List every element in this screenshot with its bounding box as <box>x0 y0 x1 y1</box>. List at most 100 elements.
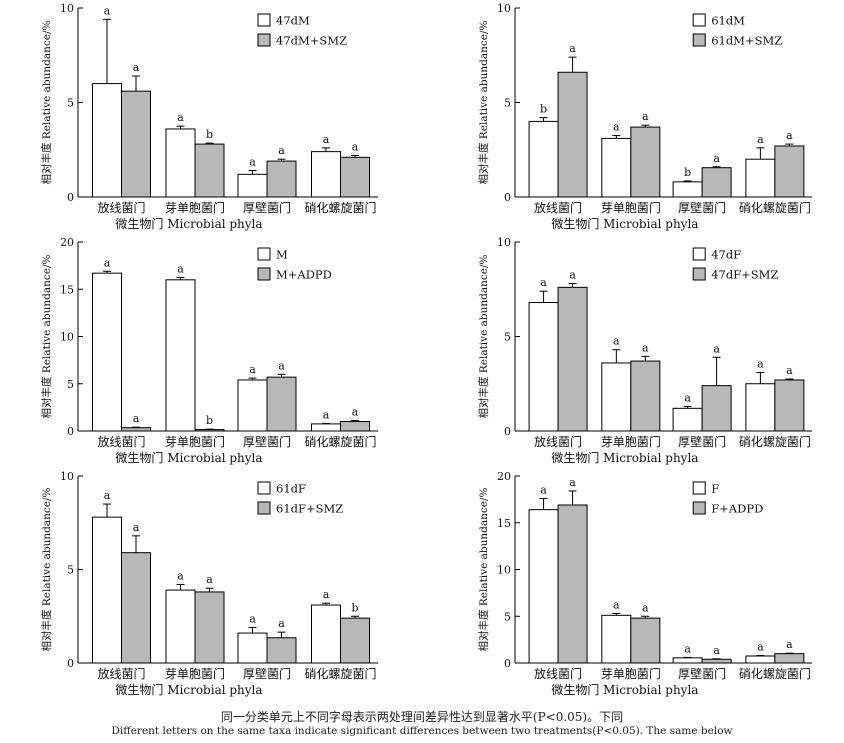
significance-letter: a <box>323 408 330 421</box>
x-tick-label: 硝化螺旋菌门 <box>304 434 376 449</box>
y-tick-label: 20 <box>60 236 74 249</box>
significance-letter: a <box>133 412 140 425</box>
bar-control <box>745 158 776 198</box>
significance-letter: a <box>249 612 256 625</box>
y-tick-label: 0 <box>504 425 511 438</box>
legend-swatch <box>692 33 706 47</box>
y-tick-label: 5 <box>504 610 511 623</box>
y-tick-label: 20 <box>497 470 511 483</box>
bar-treatment <box>557 71 588 198</box>
significance-letter: a <box>278 144 285 157</box>
legend-label: 47dM+SMZ <box>276 34 347 48</box>
significance-letter: a <box>133 61 140 74</box>
x-tick-label: 放线菌门 <box>97 200 145 215</box>
bar-treatment <box>701 385 732 432</box>
bar-control <box>92 272 122 432</box>
legend-swatch <box>692 267 706 281</box>
x-tick-label: 厚壁菌门 <box>678 666 726 681</box>
bar-treatment <box>266 376 297 432</box>
y-tick-label: 10 <box>497 564 511 577</box>
bar-control <box>237 632 268 664</box>
legend-swatch <box>257 13 271 27</box>
significance-letter: b <box>206 128 213 141</box>
chart-panel-3: 0 5 10 15 20 相对丰度 Relative abundance/% a a 放线菌门 a… <box>40 236 378 465</box>
significance-letter: a <box>177 111 184 124</box>
legend-label: 47dF <box>711 248 741 262</box>
x-axis-label: 微生物门 Microbial phyla <box>115 450 262 465</box>
x-tick-label: 芽单胞菌门 <box>601 200 661 215</box>
bar-control <box>601 137 632 198</box>
bar-treatment <box>194 143 225 198</box>
significance-letter: a <box>177 569 184 582</box>
significance-letter: a <box>352 140 359 153</box>
y-tick-label: 0 <box>67 191 74 204</box>
bar-control <box>92 83 122 198</box>
bar-control <box>528 509 559 664</box>
legend-label: F+ADPD <box>711 502 763 516</box>
y-tick-label: 10 <box>497 236 511 249</box>
chart-panel-4: 0 5 10 相对丰度 Relative abundance/% a a 放线菌门 a a 芽单胞… <box>477 236 812 465</box>
y-tick-label: 5 <box>504 97 511 110</box>
y-tick-label: 5 <box>67 564 74 577</box>
y-axis-label: 相对丰度 Relative abundance/% <box>40 487 53 651</box>
x-tick-label: 硝化螺旋菌门 <box>304 666 376 681</box>
x-tick-label: 厚壁菌门 <box>678 200 726 215</box>
x-tick-label: 芽单胞菌门 <box>165 434 225 449</box>
y-tick-label: 5 <box>67 97 74 110</box>
significance-letter: a <box>133 521 140 534</box>
significance-letter: a <box>177 262 184 275</box>
x-tick-label: 硝化螺旋菌门 <box>739 666 811 681</box>
significance-letter: a <box>684 391 691 404</box>
bar-treatment <box>121 427 151 432</box>
y-axis-label: 相对丰度 Relative abundance/% <box>40 254 53 418</box>
figure-caption-chinese: 同一分类单元上不同字母表示两处理间差异性达到显著水平(P<0.05)。下同 <box>220 710 624 724</box>
y-tick-label: 10 <box>60 2 74 15</box>
bar-control <box>311 423 341 432</box>
x-tick-label: 厚壁菌门 <box>243 666 291 681</box>
bar-treatment <box>557 286 588 432</box>
y-tick-label: 5 <box>67 378 74 391</box>
y-axis-label: 相对丰度 Relative abundance/% <box>477 487 490 651</box>
bar-control <box>92 516 122 664</box>
bar-treatment <box>194 429 225 432</box>
significance-letter: a <box>569 269 576 282</box>
bar-control <box>528 120 559 198</box>
bar-treatment <box>630 617 661 664</box>
y-axis-label: 相对丰度 Relative abundance/% <box>477 254 490 418</box>
bar-treatment <box>774 653 805 664</box>
figure-caption-english: Different letters on the same taxa indic… <box>111 725 733 737</box>
significance-letter: a <box>323 133 330 146</box>
significance-letter: b <box>206 414 213 427</box>
x-tick-label: 芽单胞菌门 <box>165 666 225 681</box>
legend-swatch <box>257 247 271 261</box>
bar-treatment <box>266 160 297 198</box>
bar-treatment <box>121 90 151 198</box>
significance-letter: a <box>540 483 547 496</box>
significance-letter: a <box>206 573 213 586</box>
legend-label: 47dF+SMZ <box>711 268 778 282</box>
significance-letter: a <box>249 156 256 169</box>
x-tick-label: 硝化螺旋菌门 <box>739 434 811 449</box>
x-tick-label: 芽单胞菌门 <box>165 200 225 215</box>
y-tick-label: 15 <box>60 283 74 296</box>
y-tick-label: 0 <box>504 191 511 204</box>
y-axis-label: 相对丰度 Relative abundance/% <box>477 20 490 184</box>
significance-letter: a <box>613 598 620 611</box>
bar-control <box>237 173 268 198</box>
bar-treatment <box>340 421 370 432</box>
bar-control <box>237 379 268 432</box>
x-tick-label: 厚壁菌门 <box>243 200 291 215</box>
bar-control <box>601 362 632 432</box>
bar-treatment <box>630 126 661 198</box>
bar-control <box>672 657 703 664</box>
x-tick-label: 放线菌门 <box>97 666 145 681</box>
x-axis-label: 微生物门 Microbial phyla <box>115 216 262 231</box>
legend-label: 61dF+SMZ <box>276 502 343 516</box>
significance-letter: a <box>642 341 649 354</box>
y-tick-label: 10 <box>60 331 74 344</box>
legend-swatch <box>257 33 271 47</box>
significance-letter: a <box>786 638 793 651</box>
bar-control <box>745 655 776 664</box>
bar-control <box>165 279 196 432</box>
bar-treatment <box>774 379 805 432</box>
